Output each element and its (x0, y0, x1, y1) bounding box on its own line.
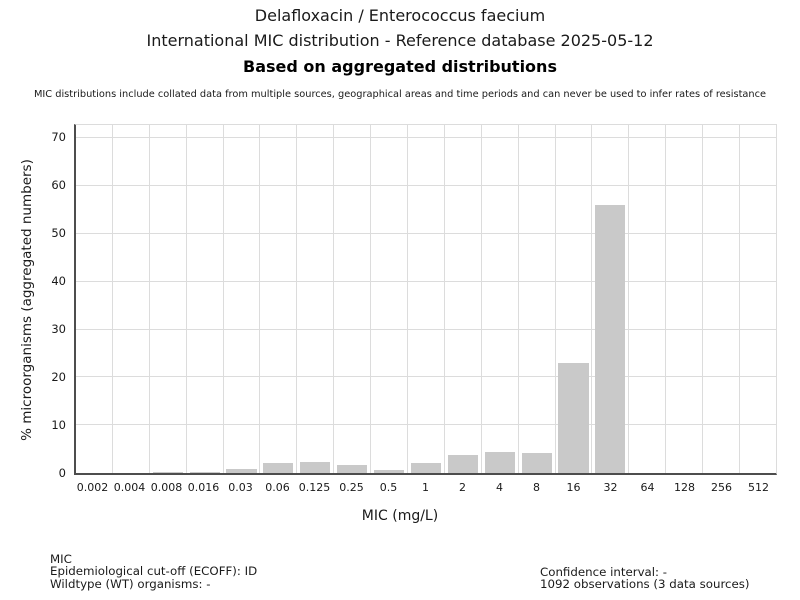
h-gridline (76, 137, 776, 139)
bar-mic-0.5 (374, 469, 405, 473)
chart-subtitle-bold: Based on aggregated distributions (243, 57, 557, 76)
bar-mic-2 (447, 455, 478, 473)
y-tick-label: 60 (51, 178, 66, 193)
x-tick-label: 0.008 (150, 481, 183, 494)
bar-slot-4 (482, 125, 519, 473)
footer-right-block: Confidence interval: - 1092 observations… (540, 564, 750, 591)
bar-mic-32 (595, 205, 626, 473)
bar-slot-8 (519, 125, 556, 473)
bar-slot-16 (556, 125, 593, 473)
x-tick-label: 512 (748, 481, 769, 494)
bar-mic-0.125 (300, 462, 331, 473)
bar-slot-1 (408, 125, 445, 473)
bar-slot-128 (666, 125, 704, 473)
plot-area (74, 124, 777, 475)
x-axis-tick-labels: 0.002 0.004 0.008 0.016 0.03 0.06 0.125 0.25 0.5… (74, 481, 777, 494)
footer-wildtype-line: Wildtype (WT) organisms: - (50, 576, 211, 591)
bar-slot-0.008 (150, 125, 187, 473)
x-tick-label: 256 (711, 481, 732, 494)
x-tick-label: 2 (459, 481, 466, 494)
y-tick-label: 50 (51, 226, 66, 241)
x-tick-label: 0.25 (339, 481, 364, 494)
y-tick-label: 30 (51, 322, 66, 337)
x-tick-label: 1 (422, 481, 429, 494)
x-tick-label: 4 (496, 481, 503, 494)
bar-slot-64 (629, 125, 667, 473)
disclaimer-text: MIC distributions include collated data … (33, 89, 767, 100)
y-tick-label: 20 (51, 370, 66, 385)
footer-confidence-line: Confidence interval: - (540, 564, 668, 579)
x-tick-label: 64 (640, 481, 655, 494)
footer-mic-label: MIC (50, 552, 72, 566)
footer-ecoff-line: Epidemiological cut-off (ECOFF): ID (50, 564, 258, 579)
chart-title: Delafloxacin / Enterococcus faecium (254, 6, 546, 25)
y-tick-label: 10 (51, 418, 66, 433)
h-gridline (76, 233, 776, 234)
bar-slot-0.25 (334, 125, 372, 473)
x-axis-title: MIC (mg/L) (361, 508, 439, 524)
bar-mic-16 (558, 363, 589, 473)
x-tick-label: 0.004 (113, 481, 146, 494)
h-gridline (76, 185, 776, 187)
bar-mic-0.016 (189, 471, 220, 473)
h-gridline (76, 280, 776, 282)
bar-slots (76, 125, 776, 473)
y-tick-label: 0 (58, 466, 66, 480)
bar-mic-8 (521, 453, 552, 473)
x-tick-label: 16 (566, 481, 581, 494)
x-tick-label: 0.06 (265, 481, 290, 494)
bar-mic-0.25 (337, 465, 368, 473)
x-tick-label: 0.03 (228, 481, 253, 494)
h-gridline (76, 328, 776, 330)
bar-slot-0.002 (76, 125, 113, 473)
bar-slot-32 (592, 125, 630, 473)
bar-slot-0.016 (187, 125, 224, 473)
x-tick-label: 32 (603, 481, 618, 494)
bar-mic-0.06 (263, 463, 294, 473)
x-tick-label: 0.125 (298, 481, 331, 494)
bar-mic-0.03 (226, 469, 257, 473)
bar-mic-1 (410, 463, 442, 473)
bar-slot-0.03 (224, 125, 261, 473)
h-gridline (76, 424, 776, 426)
y-tick-label: 40 (51, 274, 66, 289)
h-gridline (76, 376, 776, 378)
bar-slot-0.125 (297, 125, 335, 473)
footer-observations-line: 1092 observations (3 data sources) (540, 576, 750, 591)
y-axis-tick-labels: 0 10 20 30 40 50 60 70 (0, 124, 66, 480)
x-tick-label: 8 (533, 481, 540, 494)
x-tick-label: 128 (674, 481, 695, 494)
x-tick-label: 0.002 (76, 481, 109, 494)
bar-slot-0.5 (371, 125, 409, 473)
y-tick-label: 70 (51, 130, 66, 145)
x-tick-label: 0.5 (379, 481, 398, 494)
bar-mic-0.008 (152, 471, 183, 473)
x-tick-label: 0.016 (187, 481, 220, 494)
bar-slot-2 (445, 125, 482, 473)
bar-slot-512 (740, 125, 776, 473)
bar-mic-4 (484, 451, 515, 473)
bar-slot-256 (703, 125, 741, 473)
bar-slot-0.004 (113, 125, 150, 473)
footer-left-block: MIC Epidemiological cut-off (ECOFF): ID … (50, 552, 258, 591)
chart-subtitle: International MIC distribution - Referen… (146, 31, 654, 50)
bar-slot-0.06 (260, 125, 298, 473)
